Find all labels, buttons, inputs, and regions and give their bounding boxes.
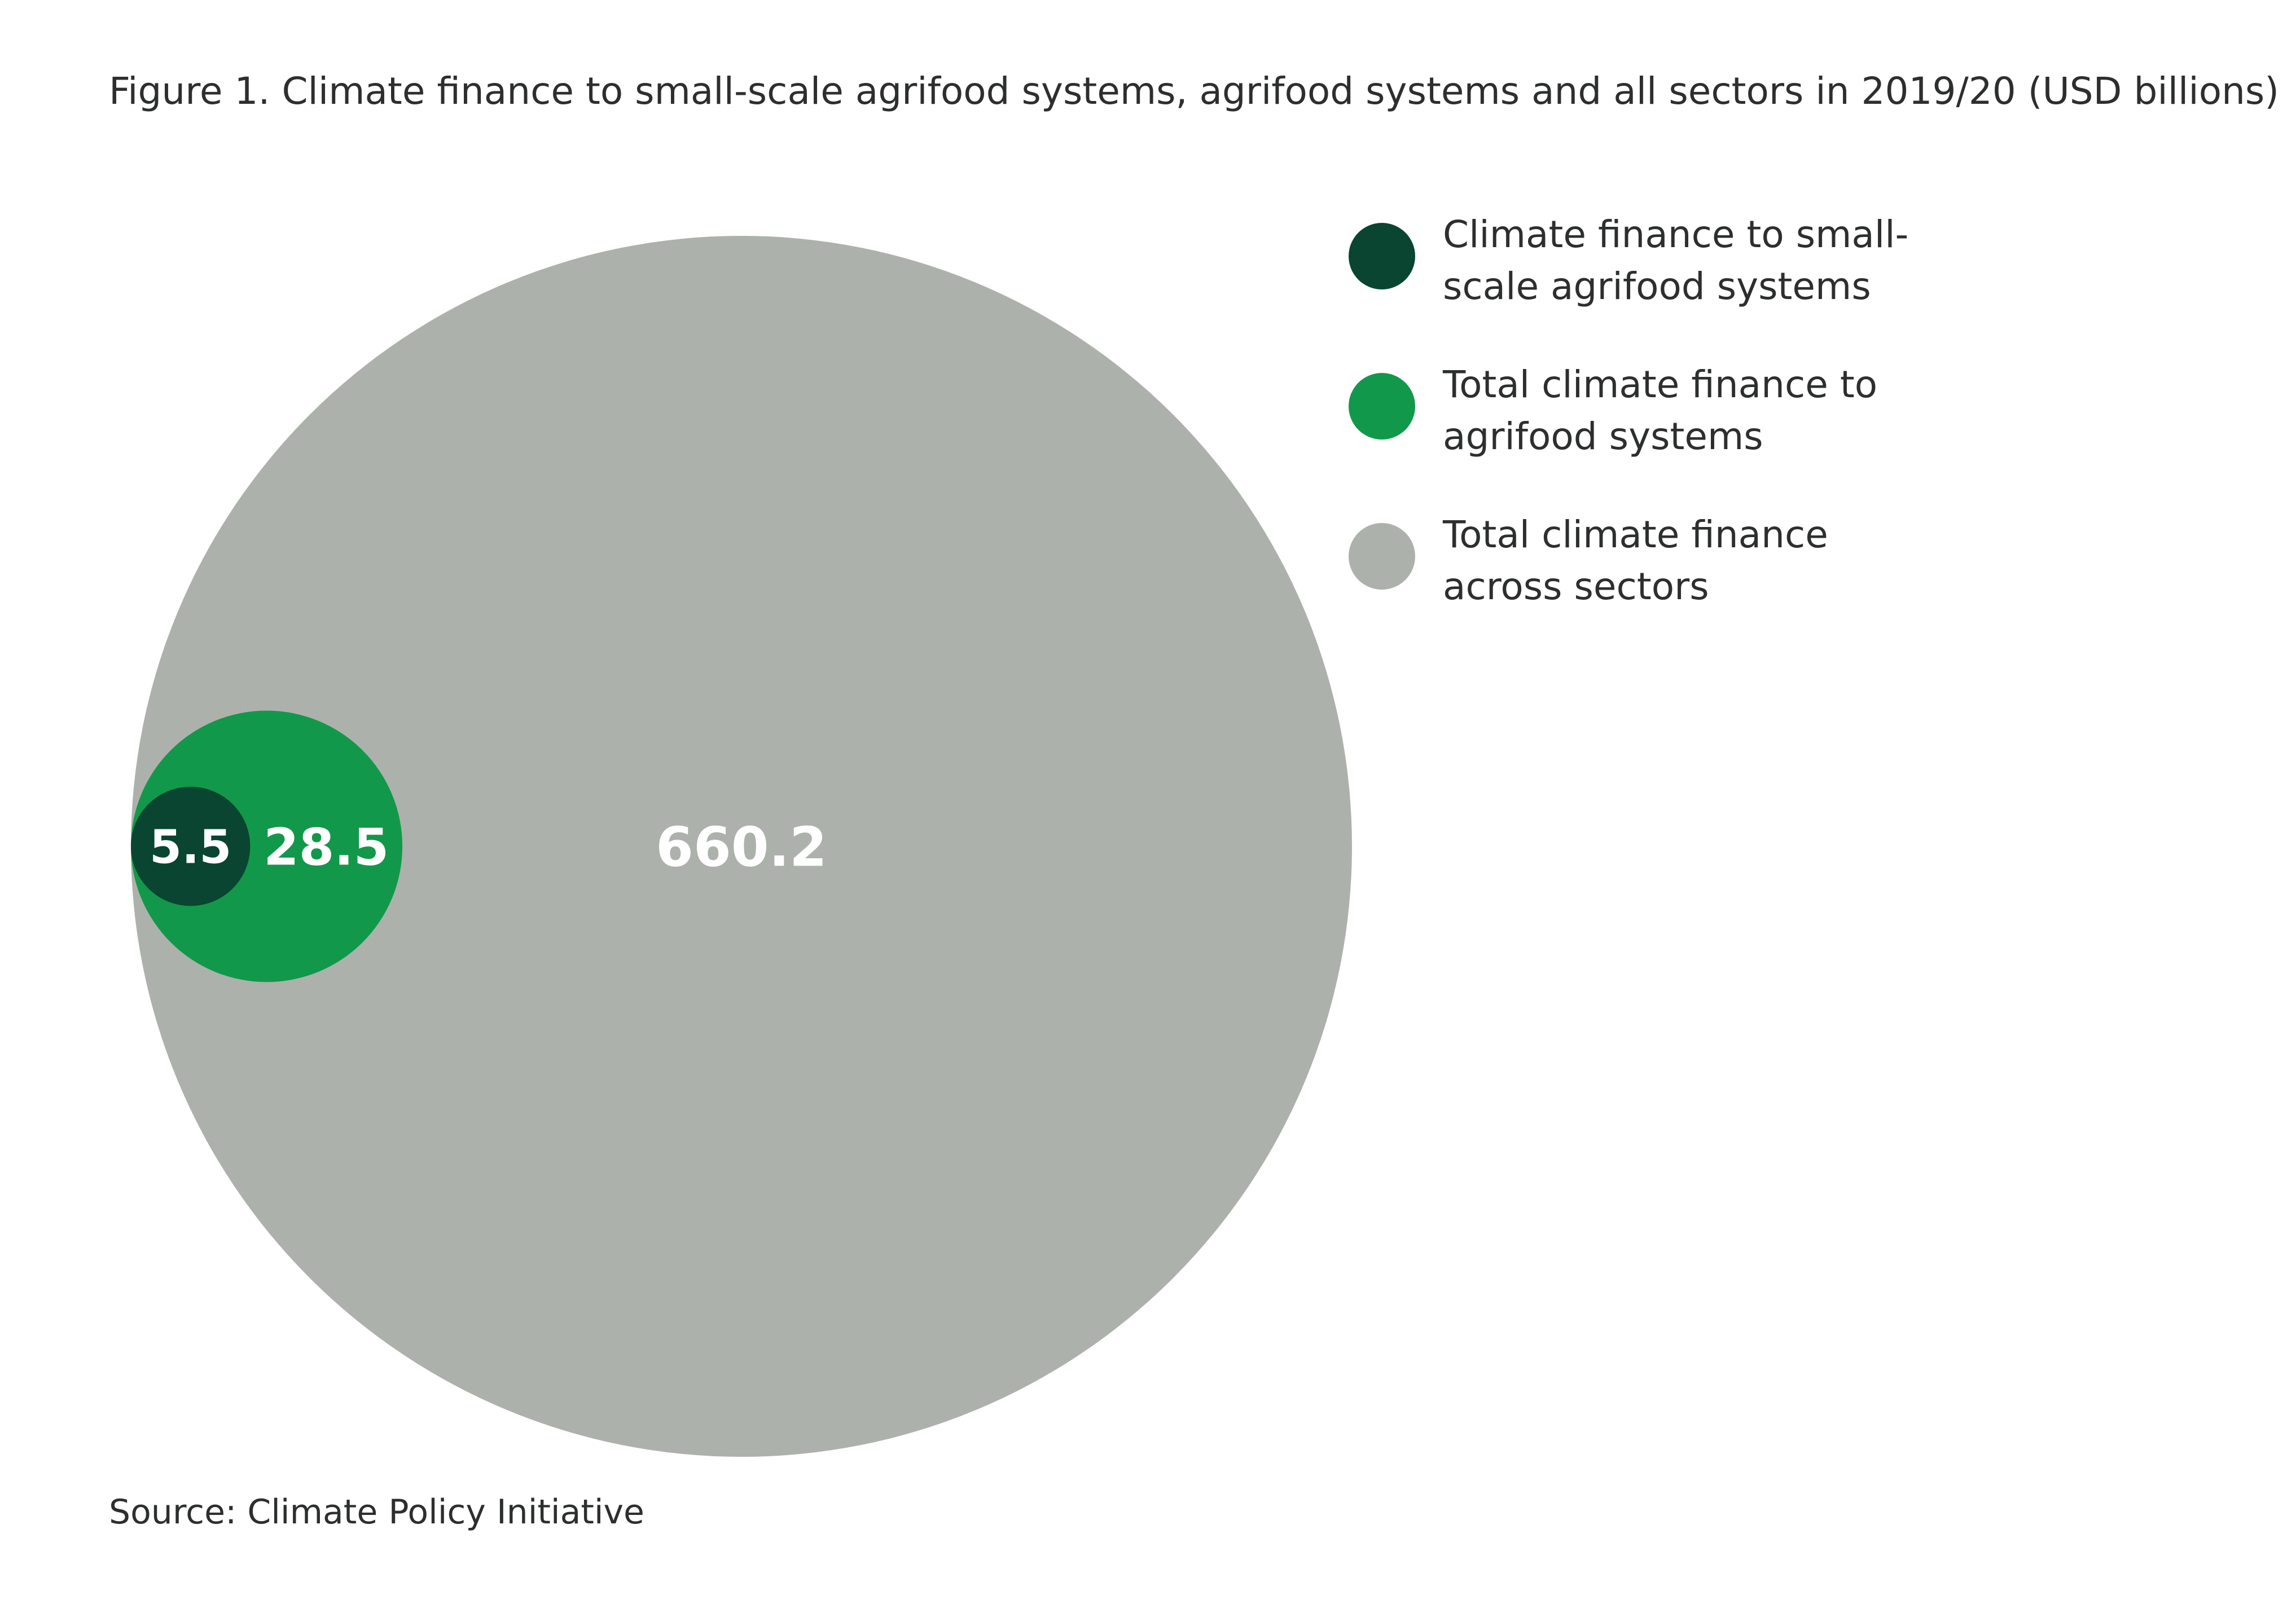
legend-swatch-agrifood [1349, 373, 1415, 440]
bubble-small-scale [131, 787, 251, 906]
legend-swatch-small-scale [1349, 223, 1415, 289]
legend-label-all-sectors: Total climate finance across sectors [1443, 513, 1828, 608]
bubble-label-small-scale: 5.5 [150, 821, 231, 875]
source-note: Source: Climate Policy Initiative [109, 1492, 644, 1532]
legend-item-agrifood: Total climate finance to agrifood system… [1349, 359, 2139, 509]
legend-item-all-sectors: Total climate finance across sectors [1349, 509, 2139, 659]
bubble-agrifood [131, 710, 403, 982]
bubble-all-sectors [131, 236, 1352, 1457]
chart-legend: Climate finance to small-scale agrifood … [1349, 209, 2139, 659]
legend-swatch-all-sectors [1349, 523, 1415, 590]
legend-label-agrifood: Total climate finance to agrifood system… [1443, 363, 1878, 458]
legend-label-small-scale: Climate finance to small-scale agrifood … [1443, 213, 1909, 308]
figure-title: Figure 1. Climate finance to small-scale… [109, 69, 2280, 113]
bubble-label-all-sectors: 660.2 [656, 816, 827, 879]
bubble-label-agrifood: 28.5 [264, 818, 389, 877]
legend-item-small-scale: Climate finance to small-scale agrifood … [1349, 209, 2139, 359]
